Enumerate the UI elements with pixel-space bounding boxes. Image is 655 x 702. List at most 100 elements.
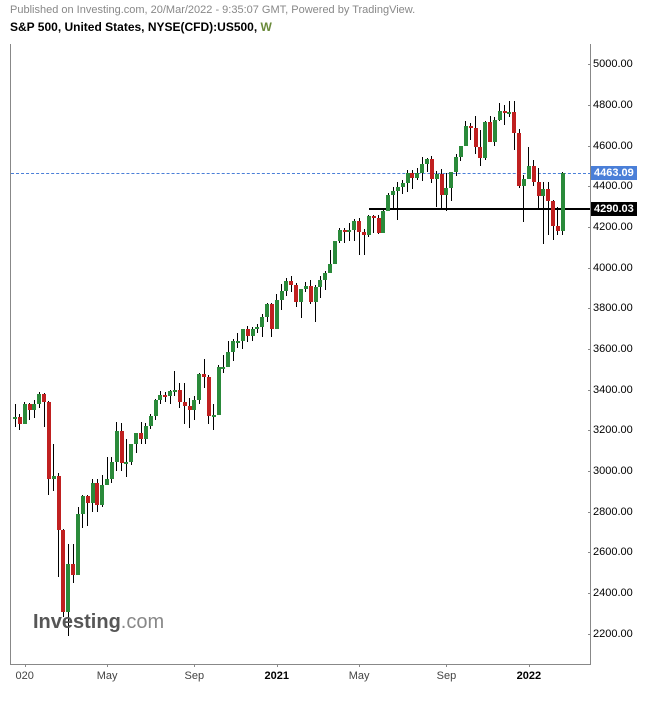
- candle-body: [207, 377, 211, 416]
- candle-body: [551, 201, 555, 226]
- candle-body: [415, 173, 419, 178]
- x-tick-label: Sep: [185, 670, 205, 682]
- candle-body: [66, 564, 70, 612]
- candle-wick: [509, 101, 510, 117]
- y-tick-label: 3200.00: [593, 424, 633, 436]
- y-tick-label: 4600.00: [593, 140, 633, 152]
- candle-body: [221, 367, 225, 369]
- candle-body: [294, 285, 298, 302]
- candle-body: [241, 329, 245, 341]
- candle-body: [503, 111, 507, 113]
- candle-body: [493, 120, 497, 141]
- candle-body: [158, 395, 162, 400]
- x-tick-label: 2021: [265, 670, 289, 682]
- candle-body: [139, 433, 143, 439]
- candle-body: [236, 341, 240, 343]
- y-tick-label: 3800.00: [593, 302, 633, 314]
- current-price-line: [11, 173, 591, 174]
- candle-body: [144, 426, 148, 439]
- candle-wick: [15, 404, 16, 427]
- candle-body: [134, 433, 138, 444]
- candle-body: [498, 111, 502, 120]
- candle-body: [91, 483, 95, 503]
- candle-body: [100, 485, 104, 505]
- candle-body: [367, 216, 371, 235]
- candle-body: [381, 211, 385, 233]
- candle-body: [18, 417, 22, 424]
- y-tick-label: 5000.00: [593, 58, 633, 70]
- candle-body: [110, 462, 114, 479]
- candle-body: [527, 166, 531, 179]
- candle-body: [483, 122, 487, 158]
- candle-body: [163, 395, 167, 397]
- candle-body: [406, 173, 410, 183]
- y-tick-label: 3600.00: [593, 343, 633, 355]
- candle-wick: [53, 444, 54, 491]
- candle-body: [265, 304, 269, 317]
- candle-wick: [204, 359, 205, 387]
- candle-wick: [189, 398, 190, 428]
- candle-body: [105, 479, 109, 485]
- y-tick-label: 3000.00: [593, 465, 633, 477]
- candle-body: [440, 174, 444, 195]
- candle-body: [52, 476, 56, 479]
- candle-body: [183, 402, 187, 406]
- candle-body: [47, 402, 51, 479]
- candle-wick: [213, 404, 214, 430]
- x-tick-label: May: [349, 670, 370, 682]
- candle-body: [464, 126, 468, 145]
- candle-body: [61, 530, 65, 612]
- candle-wick: [223, 355, 224, 373]
- candle-body: [71, 564, 75, 574]
- candle-body: [246, 329, 250, 336]
- candle-body: [323, 273, 327, 280]
- candle-body: [76, 514, 80, 575]
- candle-body: [478, 147, 482, 158]
- x-tick-label: Sep: [437, 670, 457, 682]
- candle-body: [314, 287, 318, 302]
- candle-body: [401, 183, 405, 187]
- candle-body: [556, 226, 560, 231]
- candle-body: [522, 179, 526, 186]
- price-tag: 4290.03: [591, 202, 637, 216]
- candle-body: [37, 394, 41, 404]
- chart-plot-area[interactable]: 020MaySep2021MaySep2022Investing.com: [10, 44, 591, 665]
- candle-wick: [174, 371, 175, 395]
- candle-body: [255, 327, 259, 329]
- candle-body: [42, 394, 46, 402]
- candle-body: [352, 221, 356, 230]
- price-tag: 4463.09: [591, 166, 637, 180]
- candle-body: [212, 415, 216, 417]
- candle-body: [435, 174, 439, 179]
- candle-body: [251, 329, 255, 336]
- title-main: S&P 500, United States, NYSE(CFD):US500,: [10, 20, 261, 34]
- candle-body: [420, 164, 424, 173]
- candle-body: [81, 496, 85, 513]
- candle-body: [260, 317, 264, 326]
- candle-body: [537, 182, 541, 196]
- candle-body: [532, 166, 536, 182]
- candle-body: [304, 286, 308, 289]
- y-tick-label: 2800.00: [593, 506, 633, 518]
- candle-wick: [126, 439, 127, 477]
- candle-body: [372, 216, 376, 218]
- candle-body: [124, 462, 128, 464]
- x-tick-label: 020: [16, 670, 34, 682]
- candle-body: [299, 289, 303, 302]
- candle-body: [178, 390, 182, 402]
- y-tick-label: 2600.00: [593, 546, 633, 558]
- candle-body: [347, 230, 351, 232]
- candle-body: [469, 126, 473, 128]
- candle-body: [289, 281, 293, 285]
- candle-body: [561, 173, 565, 231]
- y-tick-label: 4200.00: [593, 221, 633, 233]
- x-tick-label: 2022: [517, 670, 541, 682]
- y-axis: 2200.002400.002600.002800.003000.003200.…: [590, 44, 651, 664]
- candle-wick: [73, 544, 74, 583]
- y-tick-label: 4000.00: [593, 262, 633, 274]
- candle-body: [115, 431, 119, 461]
- y-tick-label: 3400.00: [593, 384, 633, 396]
- candle-body: [444, 188, 448, 195]
- candle-body: [430, 159, 434, 179]
- candle-body: [386, 195, 390, 210]
